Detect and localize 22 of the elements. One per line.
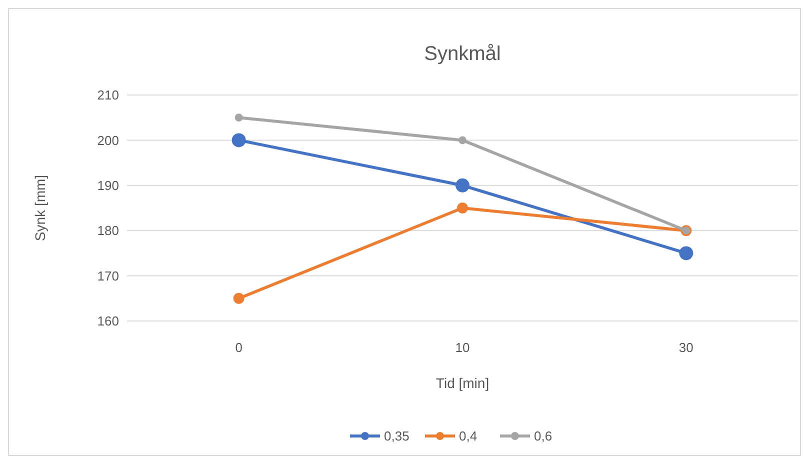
y-tick-label: 190 <box>97 178 119 193</box>
legend-label: 0,4 <box>459 428 478 444</box>
point <box>679 246 694 260</box>
point <box>457 202 468 214</box>
x-tick-label: 10 <box>455 340 470 355</box>
x-axis-title: Tid [min] <box>436 375 490 391</box>
legend-label: 0,6 <box>534 428 552 444</box>
point <box>234 114 243 122</box>
point <box>456 178 470 192</box>
y-tick-label: 180 <box>97 223 119 238</box>
y-tick-label: 200 <box>97 132 119 148</box>
point <box>458 136 466 144</box>
point <box>232 133 246 148</box>
y-tick-label: 170 <box>97 268 119 284</box>
point <box>233 292 244 304</box>
x-tick-label: 0 <box>235 340 242 355</box>
x-tick-label: 30 <box>678 340 694 355</box>
legend-label: 0,35 <box>384 428 410 444</box>
chart-title: Synkmål <box>424 43 501 65</box>
y-tick-label: 160 <box>97 314 119 329</box>
y-axis-title: Synk [mm] <box>32 174 48 242</box>
y-tick-label: 210 <box>97 88 119 103</box>
